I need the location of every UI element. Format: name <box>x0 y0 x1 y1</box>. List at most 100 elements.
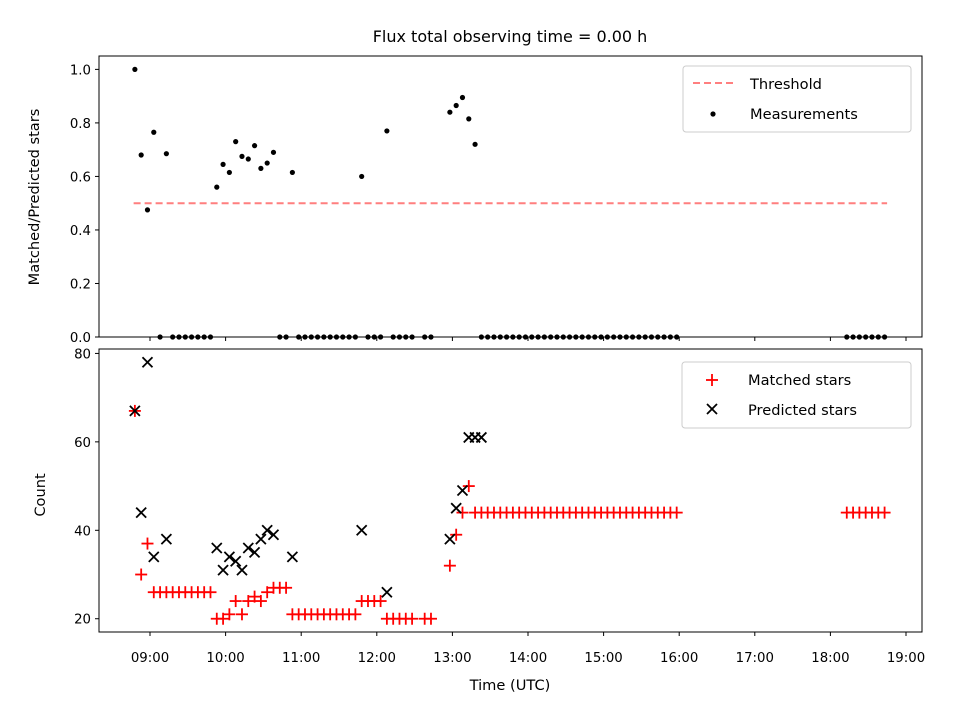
top-y-tick-label: 0.6 <box>70 170 91 185</box>
matched-star-point <box>223 608 236 621</box>
measurement-point <box>138 152 144 158</box>
measurement-point <box>472 141 478 147</box>
measurement-point <box>151 129 157 135</box>
predicted-star-point <box>255 533 267 545</box>
x-tick-label: 11:00 <box>282 651 320 666</box>
x-tick-label: 09:00 <box>131 651 169 666</box>
matched-star-point <box>462 480 475 493</box>
predicted-star-point <box>356 524 368 536</box>
predicted-star-point <box>217 564 229 576</box>
matched-star-point <box>406 612 419 625</box>
predicted-star-point <box>456 484 469 497</box>
measurement-point <box>447 109 453 115</box>
measurement-point <box>453 102 459 109</box>
matched-star-point <box>204 586 217 599</box>
predicted-star-point <box>148 551 160 563</box>
predicted-star-point <box>261 524 273 536</box>
matched-star-point <box>878 506 891 519</box>
matched-star-point <box>229 595 242 608</box>
top-y-tick-label: 0.0 <box>70 331 91 346</box>
top-y-tick-label: 1.0 <box>70 63 91 78</box>
matched-star-point <box>670 506 683 519</box>
legend-predicted-swatch <box>706 403 718 415</box>
predicted-star-point <box>475 431 488 444</box>
predicted-star-point <box>160 533 173 545</box>
predicted-star-point <box>223 551 236 563</box>
predicted-star-point <box>381 586 393 598</box>
legend-matched-swatch <box>706 374 718 386</box>
bottom-legend: Matched stars Predicted stars <box>681 361 912 429</box>
predicted-star-point <box>129 405 141 417</box>
predicted-star-point <box>242 542 254 554</box>
matched-star-point <box>141 537 154 550</box>
x-tick-label: 13:00 <box>433 651 471 666</box>
measurement-point <box>359 173 365 180</box>
x-tick-label: 19:00 <box>887 651 925 666</box>
top-y-axis-label: Matched/Predicted stars <box>26 109 43 286</box>
x-tick-label: 14:00 <box>509 651 547 666</box>
measurement-point <box>384 128 390 134</box>
predicted-star-point <box>211 542 223 554</box>
bottom-y-tick-label: 60 <box>74 436 91 451</box>
x-tick-label: 15:00 <box>584 651 622 666</box>
measurement-point <box>466 116 472 122</box>
measurement-point <box>289 169 295 176</box>
predicted-star-point <box>236 564 248 576</box>
top-axes-frame <box>98 55 923 338</box>
measurement-point <box>245 156 251 162</box>
x-axis-label: Time (UTC) <box>469 677 551 694</box>
predicted-star-point <box>450 502 462 514</box>
measurement-point <box>264 160 270 166</box>
matched-star-point <box>248 590 261 603</box>
matched-star-point <box>424 612 437 625</box>
x-tick-label: 12:00 <box>358 651 396 666</box>
bottom-subplot: 09:00 10:00 11:00 12:00 13:00 14:00 15:00 16:00… <box>32 347 925 694</box>
measurement-point <box>459 94 466 101</box>
matched-star-point <box>135 568 148 581</box>
measurement-point <box>251 143 258 149</box>
matched-star-point <box>217 612 230 625</box>
chart-title: Flux total observing time = 0.00 h <box>373 27 648 46</box>
top-x-ticks <box>149 337 907 341</box>
bottom-y-tick-label: 80 <box>74 347 91 362</box>
top-legend-box <box>682 65 912 133</box>
matched-star-point <box>450 528 463 541</box>
x-tick-label: 16:00 <box>660 651 698 666</box>
measurement-point <box>132 66 138 72</box>
measurement-point <box>163 151 169 157</box>
measurement-point <box>214 184 220 190</box>
predicted-star-point <box>286 551 299 563</box>
predicted-star-point <box>141 356 154 368</box>
top-legend: Threshold Measurements <box>682 65 912 133</box>
matched-star-point <box>349 608 362 621</box>
matched-star-point <box>280 581 293 594</box>
matched-star-point <box>254 595 267 608</box>
bottom-y-tick-label: 20 <box>74 613 91 628</box>
measurement-point <box>239 153 245 159</box>
predicted-star-point <box>267 529 280 541</box>
predicted-star-point <box>230 555 242 567</box>
measurement-point <box>226 169 232 176</box>
bottom-legend-box <box>681 361 912 429</box>
x-tick-label: 10:00 <box>206 651 244 666</box>
legend-measurements-swatch <box>710 111 716 117</box>
measurement-point <box>270 149 277 155</box>
matched-star-point <box>443 559 456 572</box>
measurement-point <box>220 161 226 167</box>
predicted-star-point <box>248 546 261 559</box>
bottom-plot-area <box>128 356 891 625</box>
bottom-y-tick-label: 40 <box>74 524 91 539</box>
measurement-point <box>144 207 151 213</box>
matched-star-point <box>242 595 255 608</box>
top-y-tick-label: 0.2 <box>70 277 91 292</box>
predicted-star-point <box>444 533 456 545</box>
legend-threshold-label: Threshold <box>749 76 822 93</box>
top-subplot: 0.0 0.2 0.4 0.6 0.8 1.0 Matched/Predicted sta… <box>26 55 923 346</box>
matched-star-point <box>261 586 274 599</box>
top-y-tick-label: 0.8 <box>70 117 91 132</box>
x-tick-label: 17:00 <box>736 651 774 666</box>
bottom-axes-frame <box>98 348 923 633</box>
matched-star-point <box>456 506 469 519</box>
x-tick-label: 18:00 <box>811 651 849 666</box>
